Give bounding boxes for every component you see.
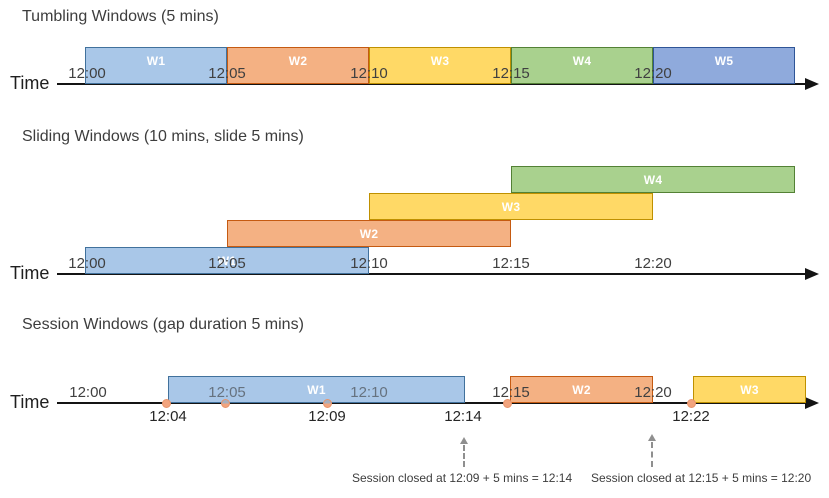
session-window-label-w1: W1	[307, 382, 326, 397]
sliding-window-label-w2: W2	[359, 226, 379, 241]
tumbling-window-label-w3: W3	[430, 54, 450, 68]
event-dot-1204	[162, 399, 171, 408]
session-tick-1220: 12:20	[634, 384, 672, 401]
event-time-label-1204: 12:04	[149, 408, 187, 425]
session-window-w2: W2	[510, 376, 653, 403]
session-tick-1200: 12:00	[69, 384, 107, 401]
session-closed-arrow-2	[647, 434, 657, 467]
tumbling-timeline-arrowhead	[805, 78, 819, 90]
tumbling-tick-1205: 12:05	[208, 65, 246, 82]
session-window-w1: W1	[168, 376, 465, 403]
tumbling-timeline	[57, 83, 806, 85]
event-time-label-1222: 12:22	[672, 408, 710, 425]
tumbling-window-w1: W1	[85, 47, 227, 84]
tumbling-window-w3: W3	[369, 47, 511, 84]
sliding-window-label-w3: W3	[501, 199, 521, 214]
session-tick-1210: 12:10	[350, 384, 388, 401]
sliding-window-w1: W1	[85, 247, 369, 274]
event-time-label-1214: 12:14	[444, 408, 482, 425]
session-tick-1205: 12:05	[208, 384, 246, 401]
event-time-label-1209: 12:09	[308, 408, 346, 425]
up-arrow-icon	[648, 434, 656, 441]
sliding-tick-1210: 12:10	[350, 255, 388, 272]
event-dot-1209	[323, 399, 332, 408]
tumbling-tick-1215: 12:15	[492, 65, 530, 82]
sliding-window-w4: W4	[511, 166, 795, 193]
session-timeline-arrowhead	[805, 397, 819, 409]
session-window-label-w2: W2	[572, 382, 591, 397]
tumbling-window-label-w2: W2	[288, 54, 308, 68]
tumbling-window-w5: W5	[653, 47, 795, 84]
sliding-timeline	[57, 273, 806, 275]
session-section-title: Session Windows (gap duration 5 mins)	[22, 316, 304, 333]
session-tick-1215: 12:15	[492, 384, 530, 401]
sliding-tick-1215: 12:15	[492, 255, 530, 272]
tumbling-time-axis-label: Time	[10, 73, 50, 93]
sliding-window-label-w1: W1	[217, 253, 237, 268]
session-closed-arrow-1	[459, 437, 469, 467]
tumbling-window-label-w1: W1	[146, 54, 166, 68]
tumbling-tick-1200: 12:00	[68, 65, 106, 82]
event-dot-1222	[687, 399, 696, 408]
dashed-line	[463, 445, 465, 467]
sliding-window-label-w4: W4	[643, 172, 663, 187]
session-closed-annotation-1: Session closed at 12:09 + 5 mins = 12:14	[352, 471, 573, 485]
sliding-tick-1200: 12:00	[68, 255, 106, 272]
session-window-label-w3: W3	[740, 382, 759, 397]
sliding-timeline-arrowhead	[805, 268, 819, 280]
sliding-window-w3: W3	[369, 193, 653, 220]
tumbling-window-label-w4: W4	[572, 54, 592, 68]
tumbling-window-label-w5: W5	[714, 54, 734, 68]
dashed-line	[651, 442, 653, 467]
tumbling-section-title: Tumbling Windows (5 mins)	[22, 8, 219, 25]
event-dot-1205	[221, 399, 230, 408]
sliding-time-axis-label: Time	[10, 263, 50, 283]
session-closed-annotation-2: Session closed at 12:15 + 5 mins = 12:20	[591, 471, 812, 485]
session-time-axis-label: Time	[10, 392, 50, 412]
sliding-window-w2: W2	[227, 220, 511, 247]
tumbling-tick-1220: 12:20	[634, 65, 672, 82]
sliding-section-title: Sliding Windows (10 mins, slide 5 mins)	[22, 128, 304, 145]
session-timeline	[57, 402, 806, 404]
session-window-w3: W3	[693, 376, 806, 403]
tumbling-window-w4: W4	[511, 47, 653, 84]
up-arrow-icon	[460, 437, 468, 444]
event-dot-1215	[503, 399, 512, 408]
tumbling-tick-1210: 12:10	[350, 65, 388, 82]
sliding-tick-1220: 12:20	[634, 255, 672, 272]
sliding-tick-1205: 12:05	[208, 255, 246, 272]
tumbling-window-w2: W2	[227, 47, 369, 84]
